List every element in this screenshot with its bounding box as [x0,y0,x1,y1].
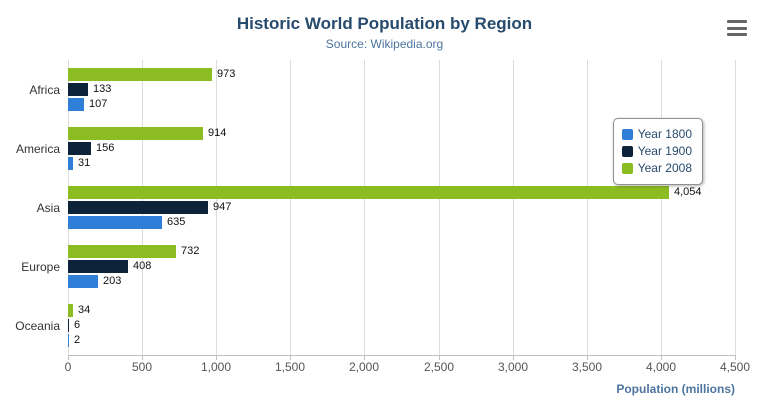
bar-america-year-1800[interactable] [68,157,73,170]
plot-area: 973 133 107 914 156 31 4,054 947 635 732 408 203 34 6… [68,60,736,356]
legend-swatch [621,146,633,157]
gridline [735,60,736,355]
hamburger-menu-icon[interactable] [727,20,747,36]
x-axis-tick-label: 1,000 [200,360,232,374]
x-axis-tick [364,355,365,360]
bar-value-label: 34 [78,304,91,316]
x-axis-tick [513,355,514,360]
hamburger-bar [727,20,747,23]
bar-asia-year-1900[interactable] [68,201,208,214]
bar-asia-year-1800[interactable] [68,216,162,229]
category-label: Europe [21,260,60,274]
gridline [290,60,291,355]
x-axis-tick [735,355,736,360]
category-label: Africa [29,83,60,97]
gridline [513,60,514,355]
bar-europe-year-1800[interactable] [68,275,98,288]
bar-oceania-year-1800[interactable] [68,334,69,347]
x-axis-tick [661,355,662,360]
legend-item-year-1900[interactable]: Year 1900 [621,143,692,160]
legend-item-label: Year 1900 [637,144,692,158]
gridline [364,60,365,355]
x-axis-tick-label: 4,500 [719,360,751,374]
x-axis-title: Population (millions) [616,382,735,396]
bar-america-year-2008[interactable] [68,127,203,140]
bar-africa-year-1900[interactable] [68,83,88,96]
x-axis-tick [68,355,69,360]
x-axis-tick [142,355,143,360]
bar-america-year-1900[interactable] [68,142,91,155]
gridline [587,60,588,355]
chart-subtitle: Source: Wikipedia.org [325,37,444,51]
bar-oceania-year-1900[interactable] [68,319,69,332]
bar-value-label: 6 [74,319,81,331]
bar-value-label: 914 [208,127,227,139]
x-axis-tick [216,355,217,360]
hamburger-bar [727,26,747,30]
bar-value-label: 156 [96,142,115,154]
category-label: America [15,142,60,156]
x-axis-tick-label: 3,000 [497,360,529,374]
x-axis-tick-label: 0 [64,360,72,374]
x-axis-tick-label: 2,000 [348,360,380,374]
bar-value-label: 2 [74,334,81,346]
bar-value-label: 635 [167,216,186,228]
legend: Year 1800 Year 1900 Year 2008 [612,118,703,185]
bar-value-label: 408 [133,260,152,272]
bar-africa-year-2008[interactable] [68,68,212,81]
legend-swatch [621,129,633,140]
category-label: Oceania [15,319,60,333]
x-axis-tick [587,355,588,360]
bar-value-label: 133 [93,83,112,95]
bar-oceania-year-2008[interactable] [68,304,73,317]
x-axis-tick-label: 500 [131,360,153,374]
bar-value-label: 947 [213,201,232,213]
gridline [439,60,440,355]
bar-value-label: 203 [103,275,122,287]
bar-asia-year-2008[interactable] [68,186,669,199]
x-axis-tick-label: 1,500 [274,360,306,374]
bar-value-label: 107 [89,98,108,110]
bar-europe-year-1900[interactable] [68,260,128,273]
bar-value-label: 31 [78,157,91,169]
legend-swatch [621,163,633,174]
gridline [216,60,217,355]
bar-value-label: 4,054 [674,186,702,198]
x-axis-tick-label: 2,500 [423,360,455,374]
legend-item-label: Year 1800 [637,127,692,141]
legend-item-year-2008[interactable]: Year 2008 [621,160,692,177]
bar-value-label: 973 [217,68,236,80]
x-axis-tick [290,355,291,360]
legend-item-label: Year 2008 [637,161,692,175]
x-axis-tick-label: 3,500 [571,360,603,374]
chart-title: Historic World Population by Region [236,14,533,33]
category-label: Asia [36,201,60,215]
x-axis-tick [439,355,440,360]
bar-value-label: 732 [181,245,200,257]
bar-europe-year-2008[interactable] [68,245,176,258]
gridline [661,60,662,355]
legend-item-year-1800[interactable]: Year 1800 [621,126,692,143]
hamburger-bar [727,33,747,36]
bar-africa-year-1800[interactable] [68,98,84,111]
x-axis-tick-label: 4,000 [645,360,677,374]
